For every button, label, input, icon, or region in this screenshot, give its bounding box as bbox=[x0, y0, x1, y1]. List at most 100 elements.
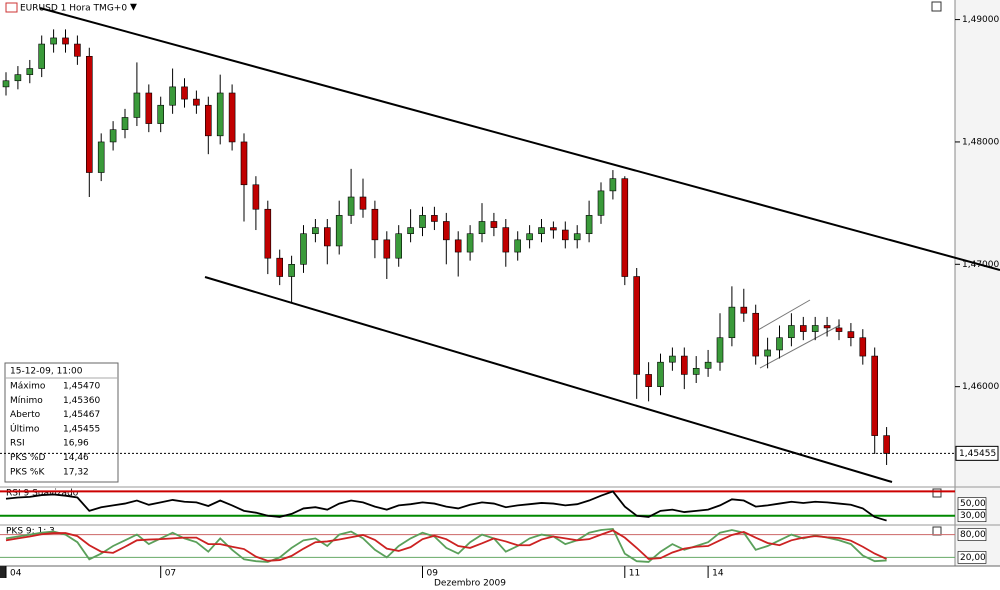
y-tick-label: 1,48000 bbox=[962, 137, 999, 147]
candle-body bbox=[490, 221, 498, 228]
y-tick-box bbox=[957, 551, 987, 564]
candle-body bbox=[538, 227, 545, 235]
y-tick-box bbox=[957, 509, 987, 523]
info-value: 1,45467 bbox=[63, 410, 100, 420]
candle-body bbox=[597, 190, 605, 216]
candle-body bbox=[133, 92, 141, 118]
candle-body bbox=[74, 43, 81, 57]
x-tick-label: 09 bbox=[427, 569, 439, 579]
candle-body bbox=[395, 233, 403, 259]
candle-body bbox=[276, 257, 284, 277]
candle-body bbox=[216, 92, 224, 137]
y-tick-label: 80,00 bbox=[960, 530, 986, 540]
candle-body bbox=[514, 239, 522, 253]
candle-body bbox=[431, 215, 438, 222]
candle-body bbox=[454, 239, 462, 253]
candle-body bbox=[26, 68, 34, 75]
candle-body bbox=[704, 361, 712, 369]
x-axis-label: Dezembro 2009 bbox=[434, 579, 506, 589]
candle-body bbox=[407, 227, 414, 235]
axis-corner bbox=[0, 566, 6, 578]
candle-body bbox=[871, 355, 879, 436]
candle-body bbox=[228, 92, 236, 143]
candle-body bbox=[657, 361, 664, 387]
candle-body bbox=[788, 325, 795, 339]
candle-body bbox=[645, 374, 652, 387]
symbol-icon[interactable] bbox=[5, 2, 18, 13]
candle-body bbox=[859, 337, 867, 357]
candle-body bbox=[621, 178, 629, 277]
candle-body bbox=[97, 141, 105, 173]
last-price-label: 1,45455 bbox=[959, 449, 996, 459]
candle-body bbox=[300, 233, 307, 265]
x-tick-label: 11 bbox=[629, 569, 640, 579]
window-button[interactable] bbox=[931, 1, 942, 12]
candle-body bbox=[86, 55, 93, 173]
candle-body bbox=[764, 349, 771, 357]
candle-body bbox=[264, 208, 272, 259]
info-value: 14,46 bbox=[63, 453, 89, 463]
candle-body bbox=[561, 229, 569, 241]
info-label: Máximo bbox=[10, 382, 46, 392]
indicator-line bbox=[5, 527, 887, 563]
x-tick-label: 04 bbox=[10, 569, 22, 579]
candle-body bbox=[680, 355, 688, 375]
candle-body bbox=[550, 227, 557, 231]
info-label: PKS %D bbox=[10, 453, 45, 463]
candle-body bbox=[442, 221, 450, 241]
candle-body bbox=[347, 196, 355, 216]
candle-body bbox=[526, 233, 533, 241]
candle-body bbox=[157, 104, 164, 124]
candle-body bbox=[109, 129, 117, 143]
info-label: PKS %K bbox=[10, 467, 45, 477]
candle-body bbox=[466, 233, 474, 253]
dropdown-arrow[interactable]: ▼ bbox=[130, 3, 137, 13]
candle-body bbox=[823, 325, 831, 329]
y-tick-label: 50,00 bbox=[960, 499, 986, 509]
candle-body bbox=[835, 327, 843, 332]
indicator-line bbox=[5, 490, 887, 522]
candle-body bbox=[383, 239, 391, 259]
info-panel: 15-12-09, 11:00 bbox=[4, 362, 119, 483]
window-button[interactable] bbox=[932, 526, 942, 536]
pane-title: RSI 9 Suavizado bbox=[6, 489, 79, 499]
y-tick-box bbox=[957, 528, 987, 541]
candle-body bbox=[633, 276, 641, 375]
candle-body bbox=[181, 86, 188, 100]
trend-line bbox=[204, 276, 893, 483]
y-tick-label: 1,47000 bbox=[962, 260, 999, 270]
info-datetime: 15-12-09, 11:00 bbox=[10, 367, 83, 377]
window-button[interactable] bbox=[932, 488, 942, 498]
info-label: RSI bbox=[10, 439, 25, 449]
y-tick-label: 20,00 bbox=[960, 553, 986, 563]
x-tick-label: 07 bbox=[165, 569, 176, 579]
candle-body bbox=[312, 227, 319, 235]
candle-body bbox=[669, 355, 676, 363]
info-value: 1,45360 bbox=[63, 396, 100, 406]
chart-title: EURUSD 1 Hora TMG+0 bbox=[20, 4, 127, 14]
info-label: Aberto bbox=[10, 410, 41, 420]
info-value: 16,96 bbox=[63, 439, 89, 449]
candle-body bbox=[585, 215, 593, 235]
candle-body bbox=[240, 141, 248, 186]
candle-body bbox=[50, 37, 57, 45]
indicator-line bbox=[5, 529, 887, 562]
candle-body bbox=[323, 227, 331, 247]
candle-body bbox=[14, 74, 22, 82]
candle-body bbox=[752, 312, 760, 357]
y-tick-label: 1,49000 bbox=[962, 15, 999, 25]
candle-body bbox=[883, 435, 890, 454]
candle-body bbox=[205, 104, 212, 137]
candle-body bbox=[799, 325, 807, 332]
candle-body bbox=[335, 215, 343, 247]
channel-line bbox=[757, 299, 811, 331]
candle-body bbox=[847, 331, 855, 339]
candle-body bbox=[776, 337, 783, 351]
candle-body bbox=[573, 233, 581, 241]
pane-title: PKS 9; 1; 3 bbox=[6, 527, 55, 537]
candle-body bbox=[2, 80, 10, 88]
candle-body bbox=[371, 208, 379, 241]
candle-body bbox=[502, 227, 510, 253]
